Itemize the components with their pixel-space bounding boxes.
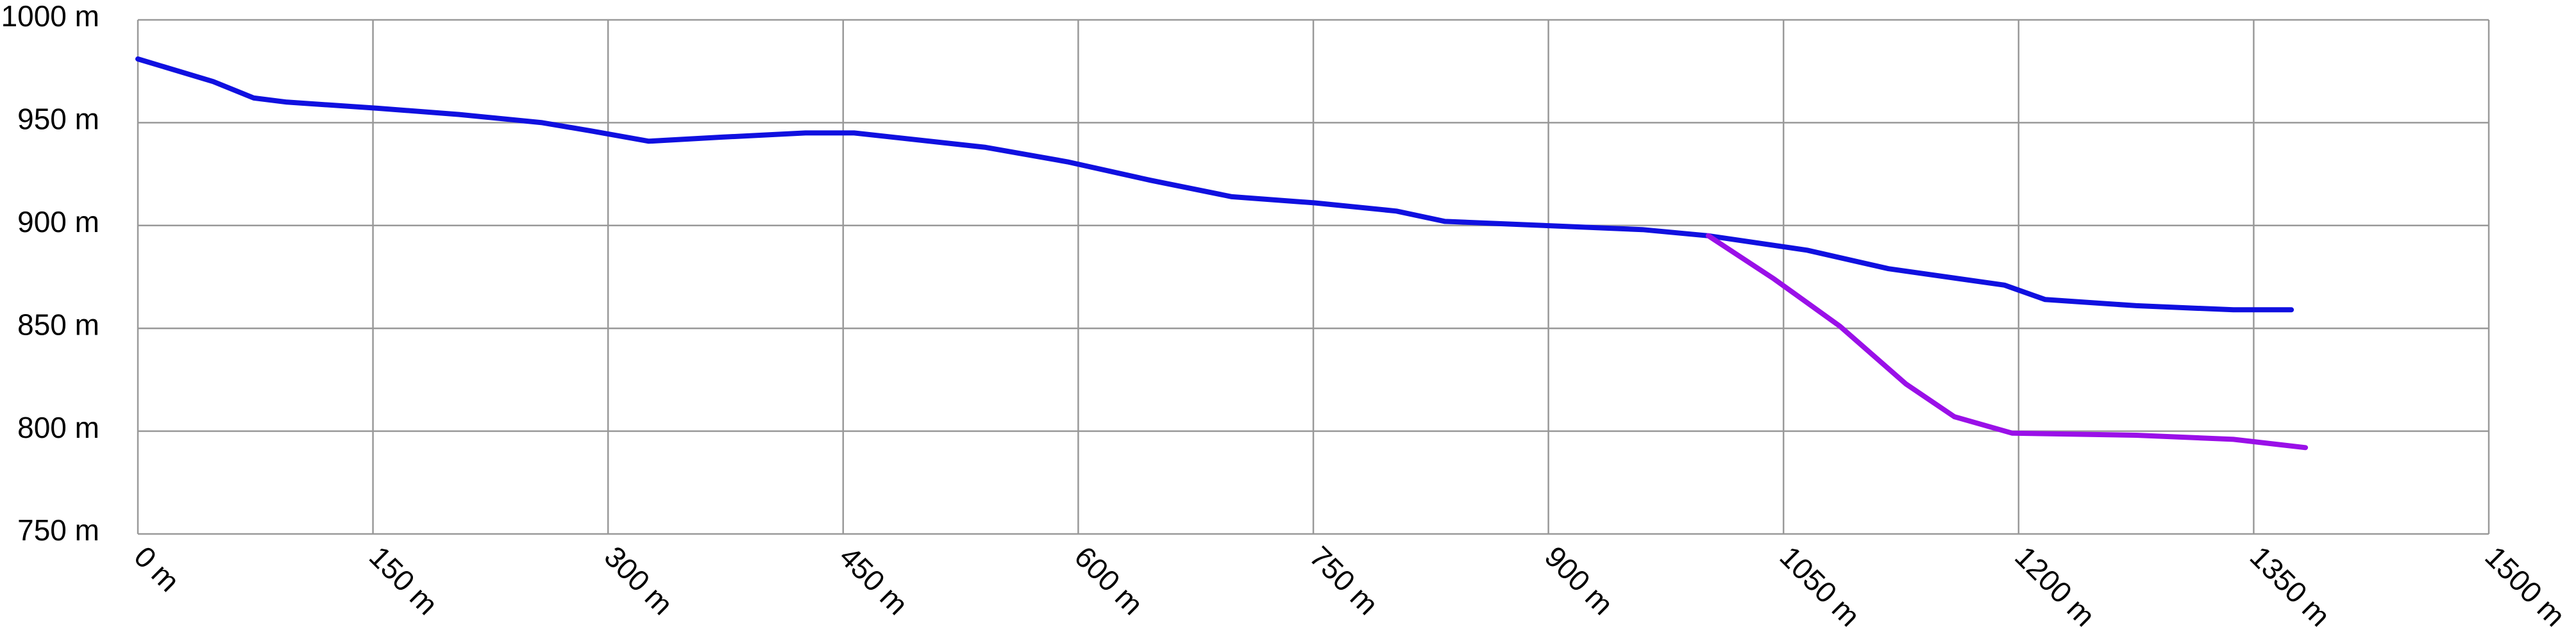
x-tick-label: 1050 m bbox=[1774, 540, 1867, 633]
x-tick-label: 300 m bbox=[598, 540, 680, 621]
x-tick-label: 750 m bbox=[1303, 540, 1385, 621]
elevation-line bbox=[1705, 233, 2309, 451]
y-tick-label: 950 m bbox=[17, 103, 99, 136]
elevation-line bbox=[135, 56, 2294, 313]
x-tick-label: 150 m bbox=[363, 540, 444, 621]
x-tick-label: 1500 m bbox=[2479, 540, 2572, 633]
y-tick-label: 1000 m bbox=[1, 0, 99, 33]
y-tick-label: 800 m bbox=[17, 411, 99, 444]
y-tick-label: 900 m bbox=[17, 205, 99, 238]
x-tick-label: 1350 m bbox=[2244, 540, 2337, 633]
x-tick-label: 0 m bbox=[128, 540, 186, 598]
x-tick-label: 1200 m bbox=[2008, 540, 2101, 633]
x-tick-label: 900 m bbox=[1538, 540, 1620, 621]
y-tick-label: 750 m bbox=[17, 513, 99, 547]
y-tick-label: 850 m bbox=[17, 308, 99, 341]
x-tick-label: 600 m bbox=[1068, 540, 1150, 621]
x-tick-label: 450 m bbox=[833, 540, 914, 621]
